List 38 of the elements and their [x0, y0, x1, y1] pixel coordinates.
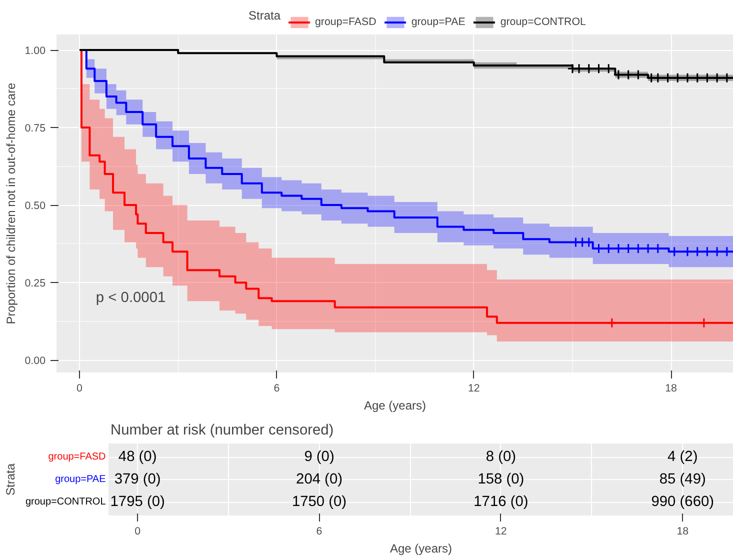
- x-tick-label: 18: [676, 526, 689, 538]
- legend-label: group=PAE: [411, 16, 466, 28]
- text: 4 (2): [668, 449, 698, 465]
- y-tick-label: group=CONTROL: [25, 496, 106, 508]
- x-tick-label: 12: [468, 382, 480, 394]
- y-tick-label: 0.75: [24, 122, 46, 135]
- annotation: p < 0.0001: [96, 290, 166, 306]
- x-tick-label: 18: [665, 382, 678, 394]
- text: 1750 (0): [292, 494, 347, 510]
- y-axis-title: Strata: [4, 463, 18, 496]
- x-tick-label: 0: [134, 526, 141, 538]
- x-tick-label: 12: [495, 526, 507, 538]
- text: 379 (0): [114, 472, 161, 488]
- text: 85 (49): [659, 472, 706, 488]
- legend-title: Strata: [248, 8, 281, 22]
- legend-label: group=CONTROL: [500, 16, 586, 28]
- text: 204 (0): [296, 472, 342, 488]
- y-tick-label: 0.00: [24, 355, 46, 368]
- y-tick-label: 1.00: [24, 45, 46, 58]
- text: 1716 (0): [474, 494, 528, 510]
- legend-label: group=FASD: [315, 16, 376, 28]
- text: 8 (0): [486, 449, 516, 465]
- text: 9 (0): [304, 449, 334, 465]
- chart-title: Number at risk (number censored): [110, 422, 334, 438]
- x-tick-label: 6: [316, 526, 322, 538]
- x-tick-label: 6: [274, 382, 280, 394]
- text: 1795 (0): [110, 494, 165, 510]
- y-tick-label: 0.50: [24, 200, 46, 212]
- x-tick-label: 0: [76, 382, 83, 394]
- text: 990 (660): [651, 494, 714, 510]
- text: 48 (0): [118, 449, 157, 465]
- y-tick-label: group=FASD: [48, 452, 106, 462]
- x-axis-title: Age (years): [364, 398, 426, 412]
- y-axis-title: Proportion of children not in out-of-home care: [4, 82, 18, 324]
- y-tick-label: 0.25: [24, 278, 46, 290]
- text: 158 (0): [478, 472, 524, 488]
- y-tick-label: group=PAE: [55, 474, 106, 485]
- x-axis-title: Age (years): [390, 542, 452, 556]
